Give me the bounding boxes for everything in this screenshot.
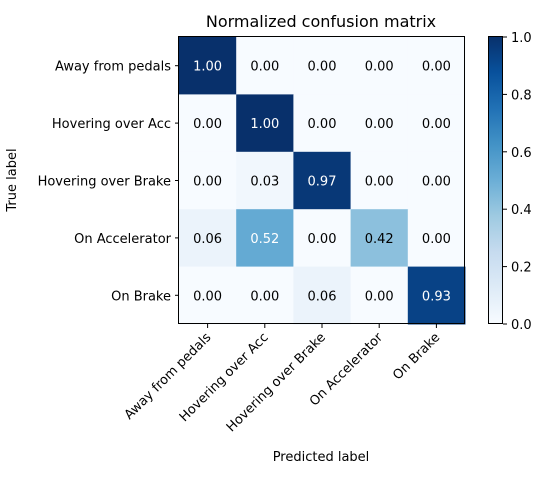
cell-value-label: 0.00 — [308, 117, 337, 132]
cell-value-label: 0.00 — [365, 175, 394, 190]
heatmap-cell — [407, 37, 466, 95]
cell-value-label: 0.00 — [422, 60, 451, 75]
heatmap-cell — [407, 151, 466, 210]
cell-value-label: 0.00 — [193, 175, 222, 190]
cell-value-label: 0.00 — [365, 117, 394, 132]
colorbar-tick-label: 0.0 — [511, 318, 532, 333]
x-axis-label: Predicted label — [273, 450, 370, 465]
y-tick-label: Hovering over Brake — [38, 175, 171, 190]
colorbar-tick-label: 0.6 — [511, 146, 532, 161]
heatmap-cell-labels: 1.00 0.00 0.00 0.00 0.00 0.00 1.00 0.00 0.00 0.00… — [193, 60, 451, 305]
y-tick-label: On Brake — [111, 289, 171, 304]
heatmap-cells — [179, 37, 466, 325]
cell-value-label: 1.00 — [250, 117, 279, 132]
heatmap-cell — [293, 151, 352, 210]
y-axis-label: True label — [5, 148, 20, 212]
y-tick-label: On Accelerator — [74, 232, 172, 247]
cell-value-label: 0.00 — [422, 175, 451, 190]
heatmap-cell — [293, 37, 352, 95]
cell-value-label: 0.52 — [250, 232, 279, 247]
heatmap-cell — [236, 266, 294, 325]
heatmap-cell — [350, 151, 409, 210]
cell-value-label: 0.00 — [308, 60, 337, 75]
cell-value-label: 0.00 — [308, 232, 337, 247]
y-tick-label: Hovering over Acc — [52, 117, 171, 132]
cell-value-label: 0.00 — [250, 289, 279, 304]
colorbar-ticks: 0.0 0.2 0.4 0.6 0.8 1.0 — [503, 31, 532, 333]
heatmap-cell — [179, 37, 237, 95]
cell-value-label: 0.03 — [250, 175, 279, 190]
cell-value-label: 0.00 — [365, 60, 394, 75]
heatmap-cell — [236, 151, 294, 210]
x-tick-label: Hovering over Brake — [224, 330, 329, 435]
heatmap-cell — [407, 94, 466, 153]
heatmap-cell — [179, 151, 237, 210]
colorbar-tick-label: 0.8 — [511, 88, 532, 103]
chart-title: Normalized confusion matrix — [206, 12, 436, 31]
cell-value-label: 0.00 — [422, 117, 451, 132]
cell-value-label: 0.00 — [422, 232, 451, 247]
colorbar — [488, 36, 503, 324]
heatmap-cell — [236, 94, 294, 153]
colorbar-tick-label: 0.4 — [511, 203, 532, 218]
colorbar-tick-label: 0.2 — [511, 261, 532, 276]
cell-value-label: 0.06 — [193, 232, 222, 247]
cell-value-label: 0.00 — [250, 60, 279, 75]
cell-value-label: 0.00 — [365, 289, 394, 304]
heatmap-cell — [293, 266, 352, 325]
y-tick-label: Away from pedals — [55, 60, 171, 75]
heatmap-cell — [407, 209, 466, 268]
x-tick-label: On Brake — [390, 330, 443, 383]
heatmap-cell — [293, 94, 352, 153]
heatmap-cell — [179, 209, 237, 268]
y-axis-ticks: Away from pedals Hovering over Acc Hoverin… — [38, 60, 179, 304]
colorbar-tick-label: 1.0 — [511, 31, 532, 46]
heatmap-cell — [236, 209, 294, 268]
cell-value-label: 0.06 — [308, 289, 337, 304]
cell-value-label: 0.00 — [193, 289, 222, 304]
cell-value-label: 1.00 — [193, 60, 222, 75]
heatmap-cell — [236, 37, 294, 95]
heatmap-cell — [350, 94, 409, 153]
heatmap-cell — [407, 266, 466, 325]
heatmap-cell — [350, 209, 409, 268]
cell-value-label: 0.42 — [365, 232, 394, 247]
cell-value-label: 0.00 — [193, 117, 222, 132]
heatmap-cell — [179, 266, 237, 325]
heatmap-cell — [179, 94, 237, 153]
heatmap-cell — [350, 266, 409, 325]
heatmap-cell — [293, 209, 352, 268]
heatmap-cell — [350, 37, 409, 95]
cell-value-label: 0.97 — [308, 175, 337, 190]
cell-value-label: 0.93 — [422, 289, 451, 304]
